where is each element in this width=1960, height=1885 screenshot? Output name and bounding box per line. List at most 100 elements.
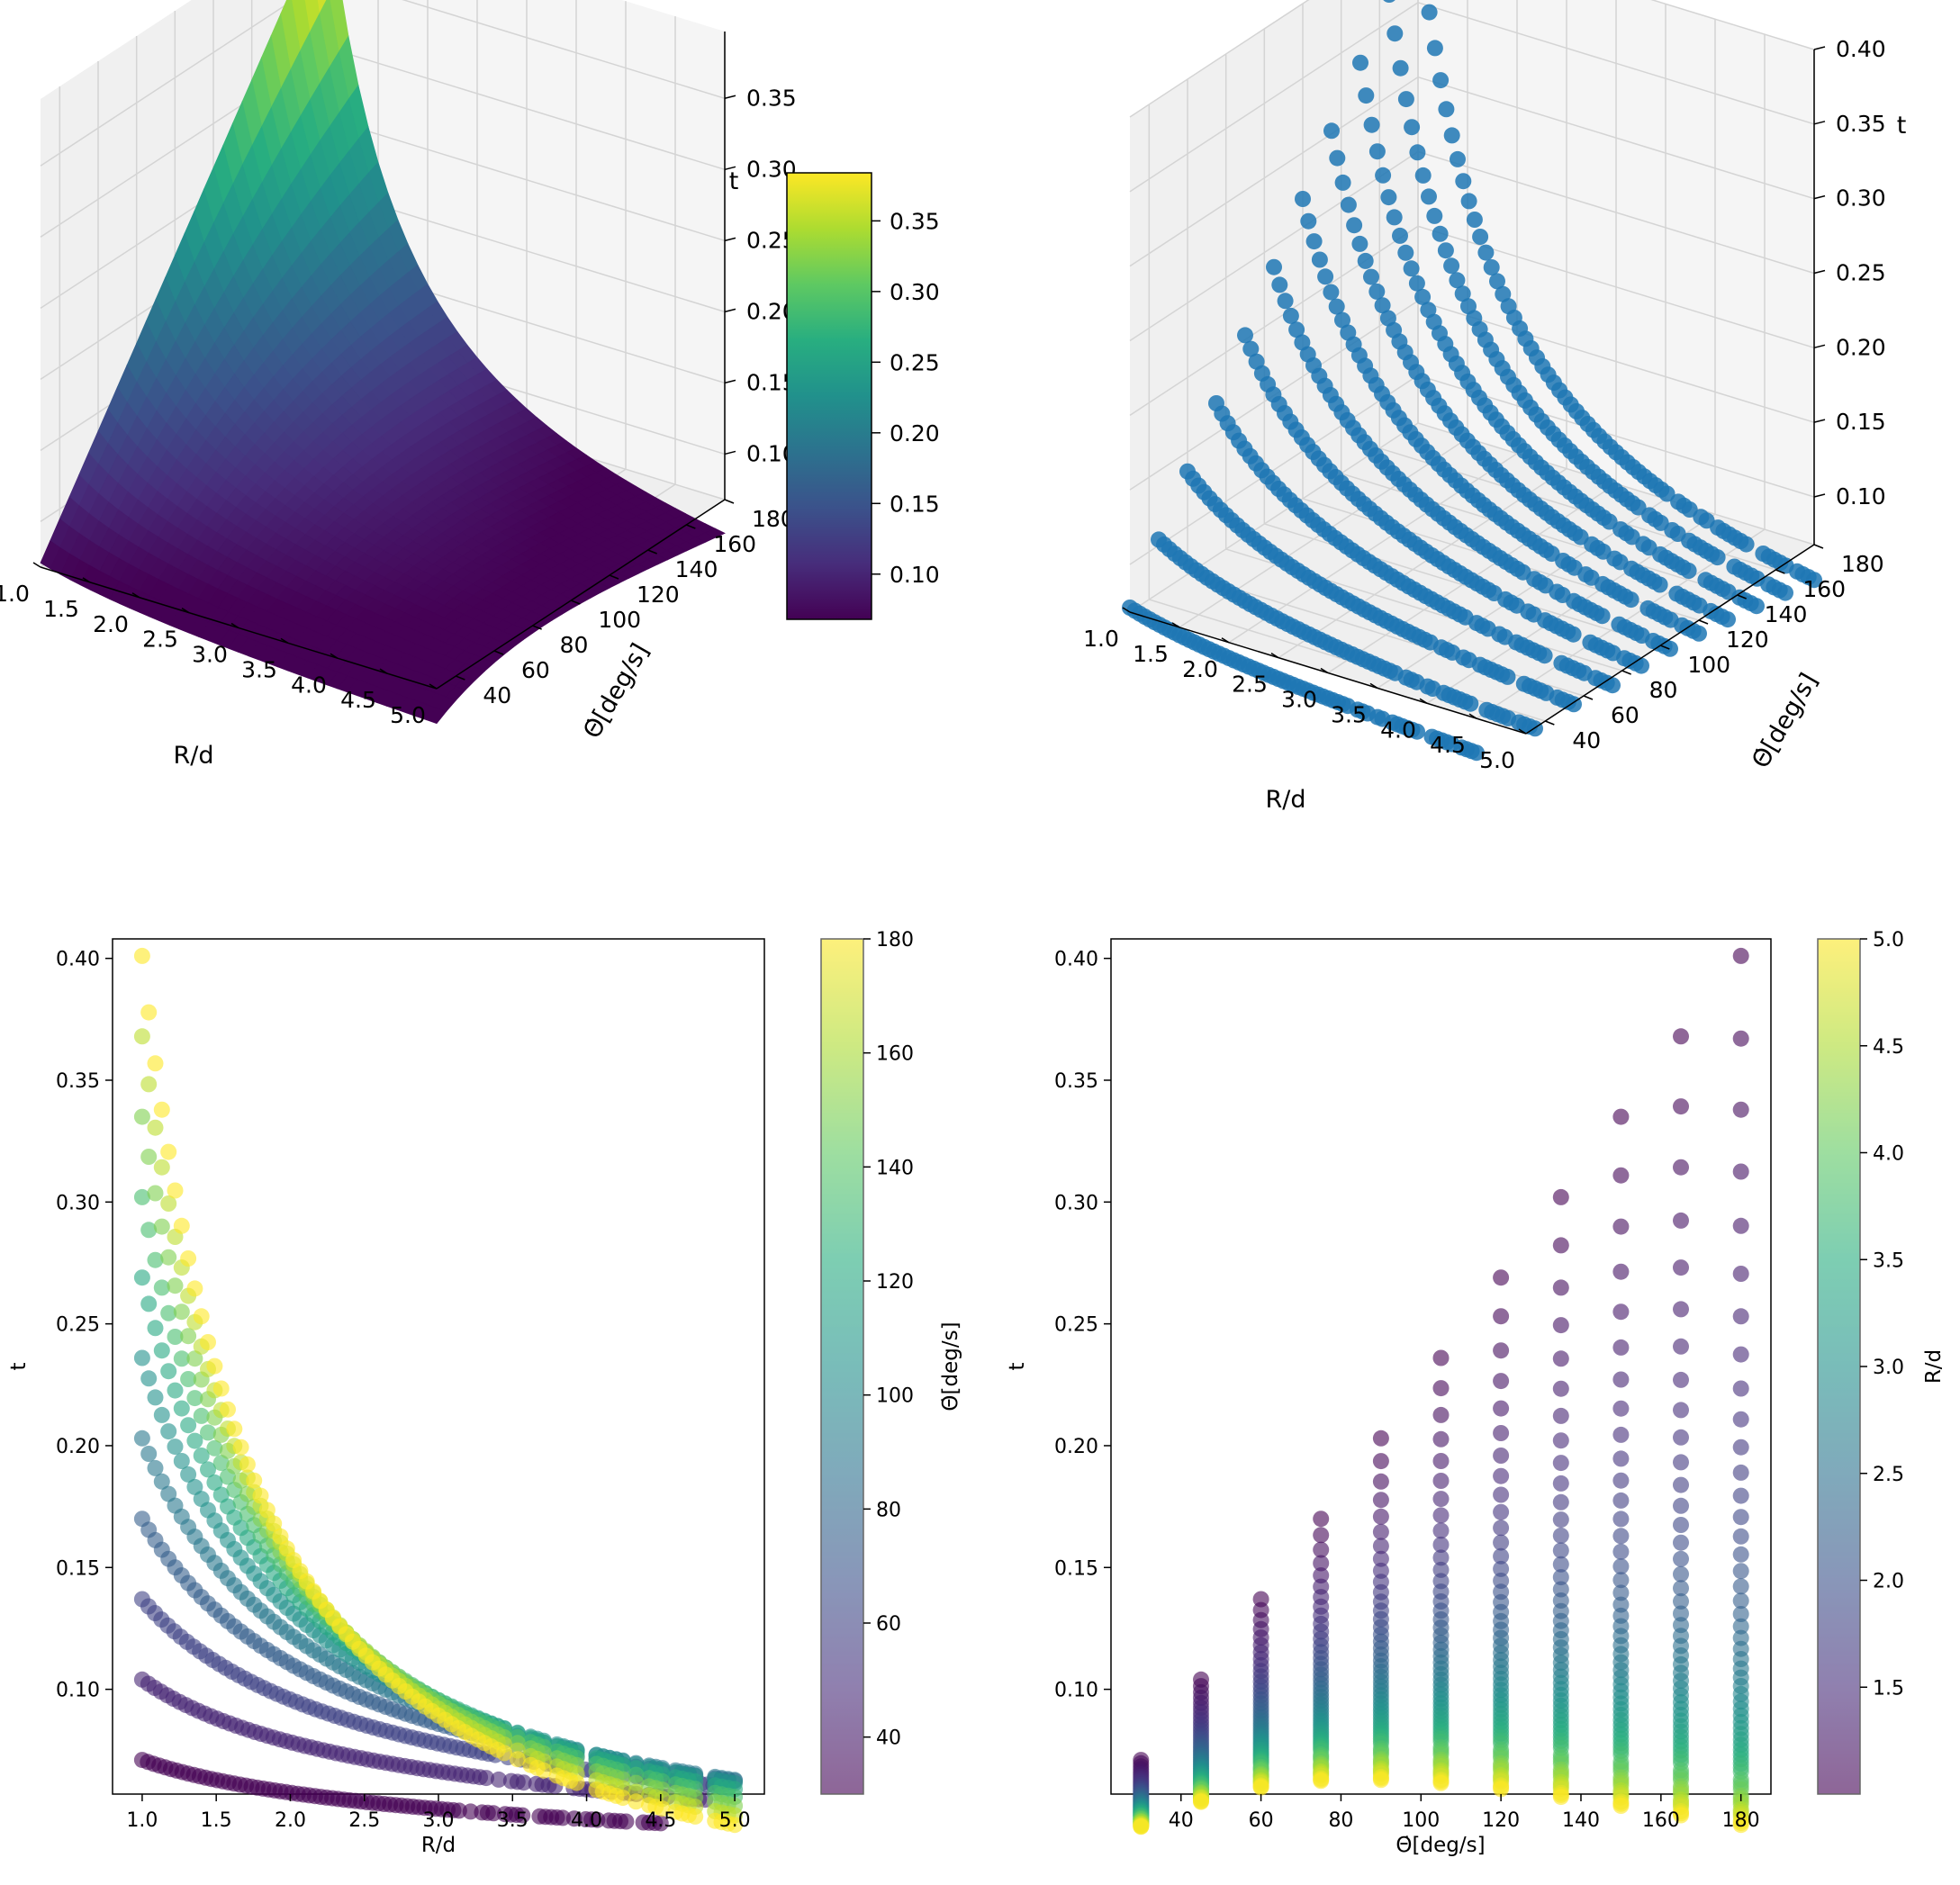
t-vs-rd-point [258,1502,275,1519]
t-vs-rd-point [266,1515,283,1532]
t-vs-rd-point [173,1350,190,1367]
t-vs-rd-y-tick-label: 0.25 [56,1314,100,1337]
scatter-3d-point [1277,293,1294,310]
t-vs-rd-point [193,1407,210,1424]
t-vs-rd-point [153,1279,170,1296]
scatter-3d-z-tick-label: 0.40 [1836,36,1886,62]
t-vs-theta-point [1673,1259,1689,1276]
surface-3d-x-tick-label: 2.0 [93,611,129,637]
t-vs-rd-point [147,1459,164,1476]
surface-3d-x-tick [429,683,438,690]
t-vs-rd-y-tick-label: 0.15 [56,1557,100,1580]
t-vs-rd-colorbar-tick-label: 100 [876,1385,914,1408]
surface-3d-colorbar-gradient [786,172,872,620]
t-vs-theta-point [1732,1464,1749,1481]
scatter-3d-y-tick [1775,569,1785,574]
t-vs-rd-point [167,1439,184,1456]
surface-3d-colorbar-tick-label: 0.35 [890,208,940,234]
scatter-3d-point [1397,244,1414,261]
t-vs-theta-point [1493,1486,1510,1503]
t-vs-theta-point [1552,1279,1569,1296]
t-vs-theta-point [1493,1308,1510,1325]
scatter-3d-y-tick [1737,594,1747,600]
scatter-3d-point [1622,591,1639,609]
t-vs-theta-point [1552,1317,1569,1334]
t-vs-theta-point [1493,1269,1510,1286]
surface-3d-y-tick-label: 120 [637,582,680,608]
surface-3d-x-tick-label: 3.5 [241,656,277,682]
t-vs-rd-point [206,1357,223,1375]
t-vs-theta-point [1732,1563,1749,1580]
scatter-3d-point [1691,625,1707,642]
t-vs-rd-point [147,1119,164,1136]
surface-3d-x-tick-label: 1.0 [0,581,30,607]
scatter-3d-point [1483,259,1500,275]
t-vs-theta-point [1673,1476,1689,1493]
t-vs-rd-y-tick-label: 0.10 [56,1680,100,1702]
t-vs-theta-point [1432,1522,1450,1539]
t-vs-theta-point [1612,1450,1630,1467]
surface-3d-y-tick [456,675,465,681]
scatter-3d-y-tick [1621,670,1631,675]
scatter-3d-x-tick [1518,728,1527,735]
t-vs-theta-point [1673,1534,1689,1551]
scatter-3d-point [1351,235,1368,252]
t-vs-theta-point [1552,1475,1569,1492]
scatter-3d-point [1499,668,1516,685]
t-vs-rd-point [173,1217,190,1234]
t-vs-theta-point [1673,1807,1689,1824]
t-vs-rd-point [220,1401,236,1418]
scatter-3d-point [1392,59,1409,77]
t-vs-rd-point [186,1350,203,1367]
t-vs-theta-point [1432,1774,1450,1791]
t-vs-theta-point [1673,1212,1689,1229]
scatter-3d-point [1748,598,1765,615]
surface-3d-y-tick [532,625,542,630]
scatter-3d-point [1630,499,1647,516]
t-vs-theta-point [1313,1527,1330,1544]
t-vs-theta-point [1673,1497,1689,1514]
scatter-3d-y-tick [1583,695,1594,700]
surface-3d-z-tick [724,237,736,242]
t-vs-rd-colorbar-tick-label: 40 [876,1727,901,1750]
t-vs-rd-point [490,1771,507,1788]
t-vs-theta-point [1493,1520,1510,1537]
t-vs-rd-point [727,1817,744,1834]
t-vs-theta-point [1372,1538,1389,1555]
t-vs-rd-point [212,1455,230,1472]
t-vs-theta-point [1673,1454,1689,1471]
t-vs-theta-point [1552,1380,1569,1397]
t-vs-theta-point [1313,1772,1330,1790]
t-vs-theta-point [1372,1453,1389,1470]
t-vs-theta-point [1673,1301,1689,1318]
scatter-3d-x-tick [1419,698,1428,704]
t-vs-theta-point [1612,1572,1630,1589]
t-vs-rd-point [200,1334,216,1350]
scatter-3d-z-tick [1813,269,1826,275]
t-vs-theta-point [1432,1430,1450,1448]
t-vs-theta-x-tick-label: 120 [1482,1809,1520,1832]
scatter-3d-z-axis-label: t [1897,112,1907,140]
scatter-3d-point [1334,311,1350,329]
t-vs-rd-point [147,1185,164,1202]
t-vs-rd-point [687,1808,704,1825]
scatter-3d-point [1266,258,1282,275]
t-vs-rd-point [180,1417,197,1434]
scatter-3d-point [1363,116,1380,133]
scatter-3d-side-pane [1130,0,1418,612]
scatter-3d-point [1495,285,1512,302]
t-vs-theta-y-axis-label: t [1006,1362,1029,1370]
t-vs-theta-point [1372,1492,1389,1509]
scatter-3d-z-tick [1813,344,1826,349]
scatter-3d-point [1329,149,1346,167]
t-vs-theta-x-tick-label: 140 [1562,1809,1600,1832]
t-vs-rd-colorbar-tick-label: 160 [876,1043,914,1066]
t-vs-theta-point [1612,1263,1630,1280]
t-vs-rd-colorbar: 40 60 80 100 120 140 160 180 Θ̇[deg/s] [820,929,962,1795]
surface-3d-x-tick-label: 2.5 [142,627,178,653]
t-vs-rd-point [153,1473,170,1490]
t-vs-theta-point [1552,1188,1569,1205]
t-vs-rd-x-tick-label: 1.5 [201,1809,232,1832]
scatter-3d-z-tick-label: 0.15 [1836,409,1886,435]
t-vs-rd-colorbar-label: Θ̇[deg/s] [939,1321,962,1411]
